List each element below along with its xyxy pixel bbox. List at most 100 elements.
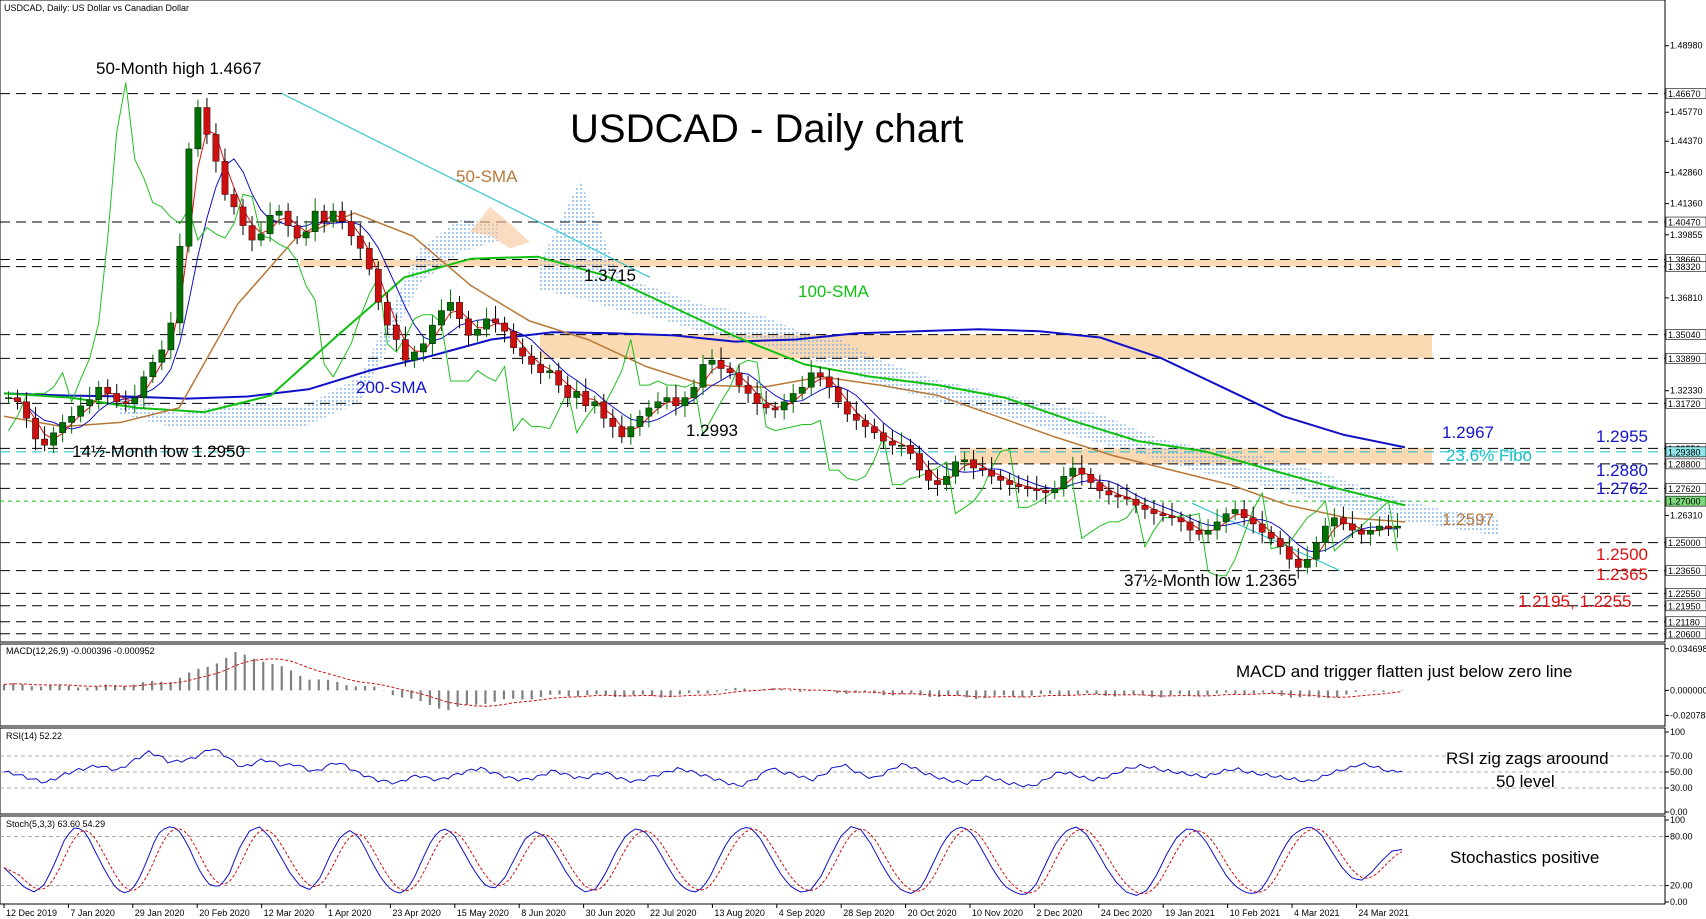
candle-body <box>600 401 608 419</box>
candle-body <box>816 372 824 378</box>
sma-200-line <box>3 328 1406 449</box>
candle-body <box>1186 521 1194 531</box>
time-label-2: 29 Jan 2020 <box>135 908 185 918</box>
candle-body <box>528 355 535 365</box>
candle-body <box>663 397 671 402</box>
candle-body <box>158 349 166 363</box>
candle-body <box>176 246 184 324</box>
candle-body <box>465 318 472 336</box>
candle-body <box>501 322 508 332</box>
candle-body <box>113 393 121 402</box>
candle-body <box>1150 509 1158 514</box>
candle-body <box>952 461 959 477</box>
ichimoku-cloud-orange <box>470 206 530 249</box>
price-box-12 <box>1665 537 1706 548</box>
candle-body <box>834 387 842 402</box>
candle-body <box>86 399 94 407</box>
rsi-line <box>3 748 1403 788</box>
candle-body <box>564 384 572 398</box>
candle-body <box>68 416 76 423</box>
macd-layer: 0.034698 0.000000 -0.020785 <box>2 644 1706 720</box>
price-tick-label-0: 1.48980 <box>1670 41 1703 51</box>
time-label-3: 20 Feb 2020 <box>199 908 250 918</box>
time-label-20: 4 Mar 2021 <box>1294 908 1340 918</box>
candle-body <box>140 376 148 398</box>
candle-body <box>131 397 139 404</box>
candle-body <box>780 401 788 411</box>
candle-body <box>365 248 373 270</box>
price-box-label-11: 1.27000 <box>1668 497 1701 507</box>
price-box-label-9: 1.28800 <box>1668 459 1701 469</box>
resistance-zone-1 <box>540 334 1432 359</box>
candle-body <box>1141 505 1149 510</box>
price-box-label-8: 1.29380 <box>1668 447 1701 457</box>
time-label-4: 12 Mar 2020 <box>264 908 315 918</box>
candle-body <box>411 351 418 361</box>
price-box-6 <box>1665 398 1706 409</box>
annot-14-month-low: 14½-Month low 1.2950 <box>72 442 245 461</box>
candle-body <box>122 401 130 404</box>
price-tick-label-4: 1.41360 <box>1670 199 1703 209</box>
time-label-1: 7 Jan 2020 <box>70 908 115 918</box>
candle-body <box>934 480 941 485</box>
price-box-10 <box>1665 483 1706 494</box>
annot-12597: 1.2597 <box>1442 510 1494 529</box>
price-box-16 <box>1665 616 1706 628</box>
candle-body <box>492 318 499 324</box>
candle-body <box>1294 558 1302 568</box>
main-panel-frame <box>0 0 1666 643</box>
candle-body <box>871 426 878 433</box>
candle-body <box>420 343 427 353</box>
price-box-0 <box>1665 88 1706 99</box>
candle-body <box>636 416 644 427</box>
candle-body <box>167 322 175 351</box>
candle-body <box>907 445 914 454</box>
candle-body <box>537 364 545 373</box>
candle-body <box>825 376 833 388</box>
candle-body <box>1321 525 1329 543</box>
candle-body <box>311 210 319 232</box>
candle-body <box>41 438 48 446</box>
candle-body <box>1213 521 1221 531</box>
time-label-17: 24 Dec 2020 <box>1101 908 1152 918</box>
price-box-label-1: 1.40470 <box>1668 218 1701 228</box>
ichimoku-cloud-early <box>120 219 500 429</box>
candle-body <box>447 302 454 311</box>
time-label-12: 4 Sep 2020 <box>779 908 825 918</box>
candle-body <box>961 459 968 462</box>
candle-body <box>889 440 896 446</box>
candle-body <box>1204 529 1212 535</box>
candle-body <box>438 310 445 326</box>
price-box-8 <box>1665 446 1706 458</box>
candle-body <box>1349 523 1356 531</box>
time-label-18: 19 Jan 2021 <box>1165 908 1215 918</box>
candle-body <box>32 418 39 440</box>
candle-body <box>1330 517 1338 527</box>
candle-body <box>861 420 869 427</box>
candle-body <box>429 324 436 344</box>
candle-body <box>916 453 923 471</box>
stoch-d-line <box>3 828 1403 895</box>
stoch-panel-frame <box>0 815 1666 905</box>
candle-body <box>708 360 716 365</box>
candle-body <box>23 401 30 419</box>
annot-stoch-note: Stochastics positive <box>1450 848 1599 867</box>
candle-body <box>735 372 743 386</box>
time-label-16: 2 Dec 2020 <box>1036 908 1082 918</box>
candle-body <box>194 107 202 150</box>
rsi-tick-label: 100 <box>1670 727 1685 737</box>
stoch-layer: 100 80.00 20.00 0.00 <box>0 815 1693 907</box>
price-tick-label-5: 1.39855 <box>1670 230 1703 240</box>
symbol-line: USDCAD, Daily: US Dollar vs Canadian Dol… <box>4 3 189 13</box>
candle-body <box>50 432 57 446</box>
candle-body <box>275 210 283 216</box>
candle-body <box>798 387 806 394</box>
candle-body <box>1087 474 1095 483</box>
candle-body <box>392 324 400 340</box>
rsi-layer: 100 70.00 50.00 30.00 0.00 <box>0 727 1693 817</box>
price-tick-label-3: 1.42860 <box>1670 168 1703 178</box>
price-box-11 <box>1665 495 1706 507</box>
candle-body <box>925 469 932 481</box>
candle-body <box>320 210 328 222</box>
candle-body <box>672 397 680 407</box>
